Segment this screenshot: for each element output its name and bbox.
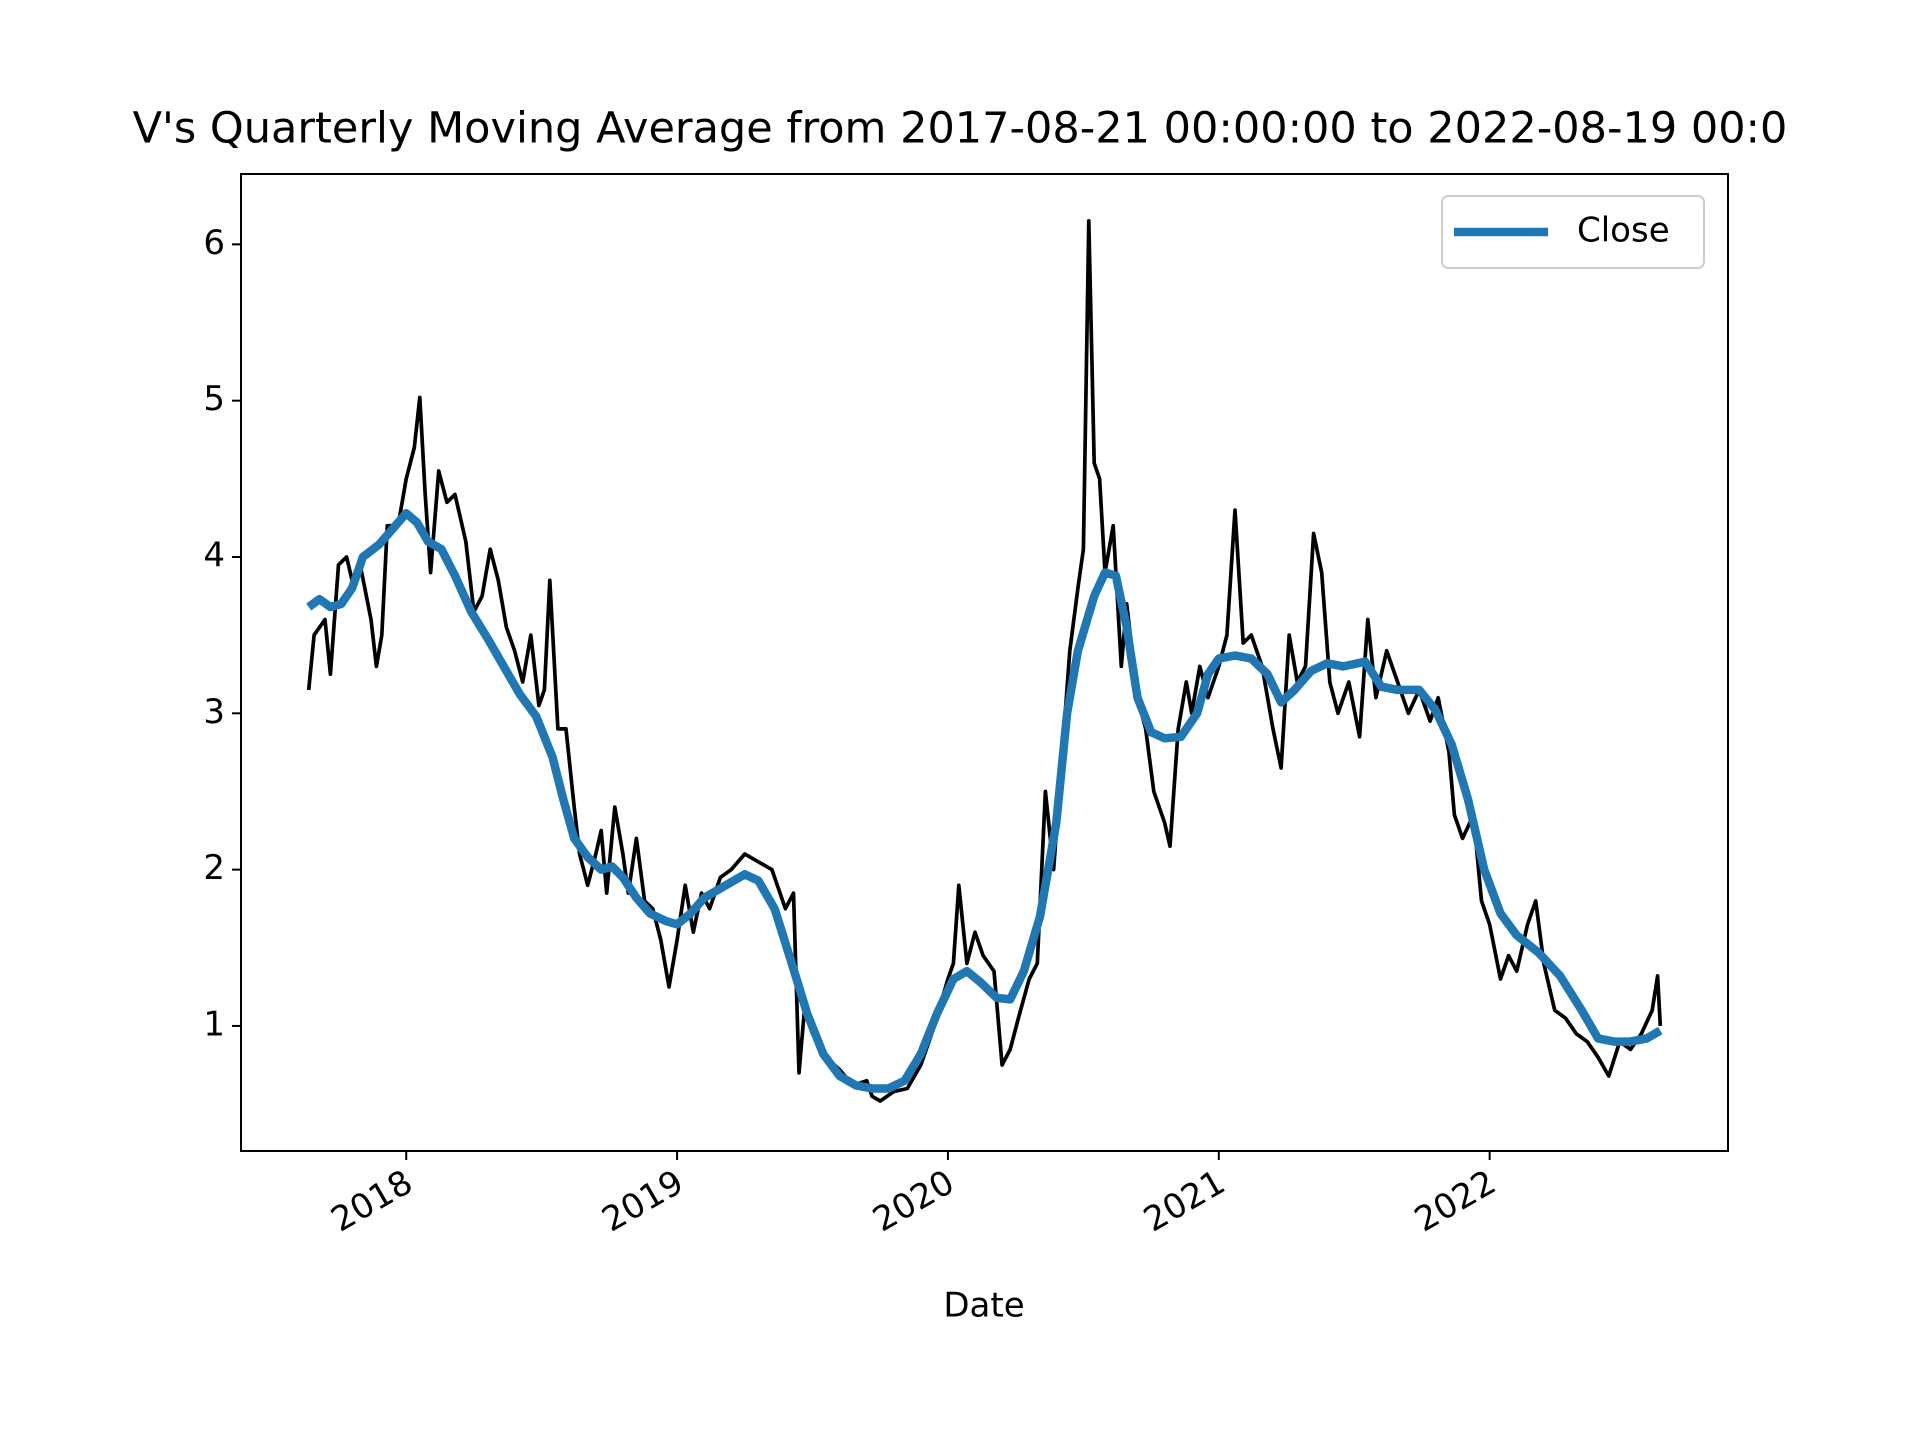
y-tick-label: 2 <box>203 848 225 888</box>
chart-title: V's Quarterly Moving Average from 2017-0… <box>133 104 1788 154</box>
legend-box <box>1441 195 1705 269</box>
y-tick-label: 4 <box>203 535 225 575</box>
series-line <box>306 508 1663 1093</box>
y-tick-label: 6 <box>203 223 225 263</box>
y-tick-label: 1 <box>203 1004 225 1044</box>
axes-frame <box>240 173 1729 1152</box>
y-tick-label: 5 <box>203 379 225 419</box>
x-axis-label: Date <box>943 1286 1024 1326</box>
legend-label: Close <box>1577 211 1670 251</box>
y-tick-label: 3 <box>203 692 225 732</box>
